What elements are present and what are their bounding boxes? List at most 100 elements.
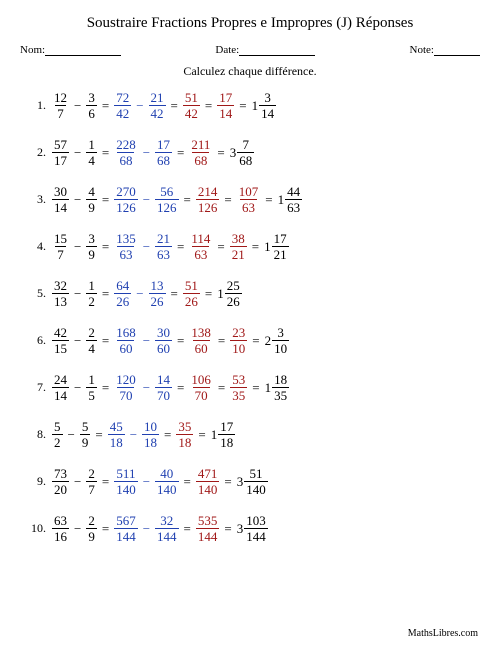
problem-row: 4.157−39=13563−2163=11463=3821=11721 [24,232,480,261]
equals: = [172,333,189,349]
numerator: 15 [52,232,69,246]
denominator: 17 [52,152,69,167]
numerator: 23 [230,326,247,340]
numerator: 214 [196,185,220,199]
numerator: 7 [241,138,252,152]
equals: = [166,98,183,114]
numerator: 3 [86,91,97,105]
denominator: 63 [285,199,302,214]
whole-part: 3 [230,145,238,161]
denominator: 13 [52,293,69,308]
fraction: 1835 [272,373,289,402]
numerator: 73 [52,467,69,481]
minus-op: − [138,333,155,349]
denominator: 140 [196,481,220,496]
denominator: 18 [218,434,235,449]
denominator: 63 [117,246,134,261]
fraction: 5142 [183,91,200,120]
denominator: 68 [237,152,254,167]
equals: = [193,427,210,443]
numerator: 2 [86,467,97,481]
numerator: 17 [218,420,235,434]
numerator: 1 [86,373,97,387]
fraction: 768 [237,138,254,167]
minus-op: − [69,380,86,396]
problem-index: 8. [24,427,52,442]
denominator: 20 [52,481,69,496]
equals: = [212,145,229,161]
fraction: 1718 [218,420,235,449]
equals: = [159,427,176,443]
fraction: 11463 [189,232,212,261]
equals: = [179,192,196,208]
whole-part: 1 [264,239,272,255]
denominator: 2 [86,293,97,308]
fraction: 1721 [272,232,289,261]
equals: = [97,192,114,208]
instruction: Calculez chaque différence. [20,64,480,79]
numerator: 5 [80,420,91,434]
numerator: 64 [114,279,131,293]
date-field: Date: [215,44,315,56]
fraction: 12070 [114,373,138,402]
numerator: 51 [247,467,264,481]
numerator: 13 [149,279,166,293]
fraction: 3014 [52,185,69,214]
numerator: 1 [86,279,97,293]
fraction: 3060 [155,326,172,355]
fraction: 2163 [155,232,172,261]
fraction: 52 [52,420,63,449]
denominator: 42 [183,105,200,120]
whole-part: 3 [237,474,245,490]
note-field: Note: [410,44,480,56]
denominator: 7 [86,481,97,496]
minus-op: − [138,145,155,161]
denominator: 4 [86,152,97,167]
denominator: 4 [86,340,97,355]
minus-op: − [69,474,86,490]
denominator: 16 [52,528,69,543]
equals: = [97,145,114,161]
whole-part: 1 [252,98,260,114]
problem-row: 1.127−36=7242−2142=5142=1714=1314 [24,91,480,120]
fraction: 314 [259,91,276,120]
numerator: 56 [158,185,175,199]
date-label: Date: [215,44,239,56]
denominator: 35 [272,387,289,402]
equals: = [213,333,230,349]
fraction: 127 [52,91,69,120]
fraction: 4463 [285,185,302,214]
equals: = [247,239,264,255]
fraction: 24 [86,326,97,355]
denominator: 9 [80,434,91,449]
equals: = [179,474,196,490]
equals: = [179,521,196,537]
problem-row: 10.6316−29=567144−32144=535144=3103144 [24,514,480,543]
minus-op: − [138,192,155,208]
denominator: 140 [155,481,179,496]
mixed-number: 11835 [265,373,290,402]
page-title: Soustraire Fractions Propres e Impropres… [20,15,480,32]
numerator: 2 [86,326,97,340]
denominator: 126 [155,199,179,214]
whole-part: 2 [265,333,273,349]
denominator: 18 [108,434,125,449]
fraction: 214126 [196,185,220,214]
equals: = [247,333,264,349]
equals: = [172,145,189,161]
fraction: 59 [80,420,91,449]
numerator: 10 [142,420,159,434]
minus-op: − [69,286,86,302]
mixed-number: 12526 [217,279,242,308]
numerator: 17 [272,232,289,246]
mixed-number: 11721 [264,232,289,261]
mixed-number: 2310 [265,326,290,355]
fraction: 14 [86,138,97,167]
numerator: 40 [158,467,175,481]
numerator: 2 [86,514,97,528]
name-field: Nom: [20,44,121,56]
name-label: Nom: [20,44,45,56]
problem-row: 6.4215−24=16860−3060=13860=2310=2310 [24,326,480,355]
fraction: 2310 [230,326,247,355]
fraction: 270126 [114,185,138,214]
